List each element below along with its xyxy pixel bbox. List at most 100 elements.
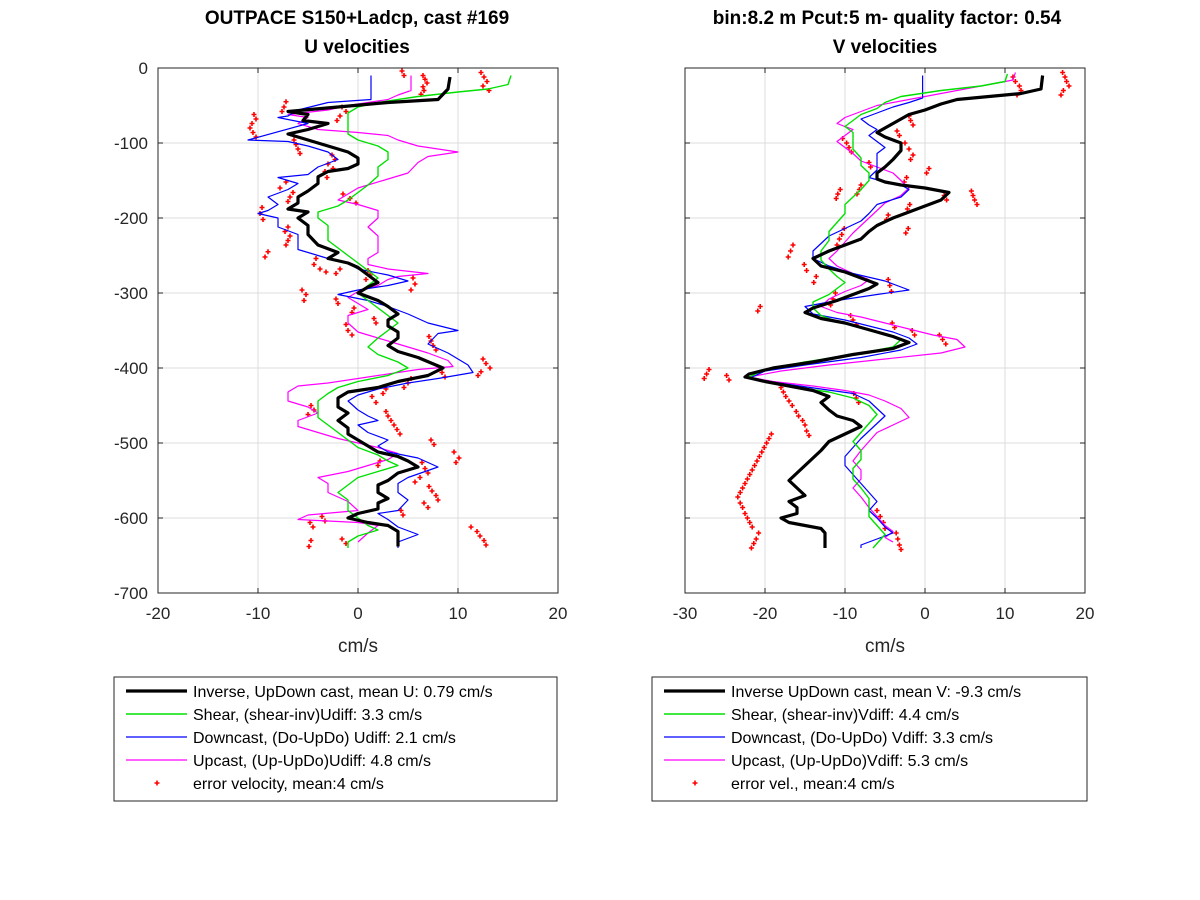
v-legend-label: Shear, (shear-inv)Vdiff: 4.4 cm/s (731, 707, 959, 724)
u-x-tick-label: 0 (353, 604, 362, 623)
u-error-velocity-point (339, 536, 345, 542)
v-error-velocity-point (757, 304, 763, 309)
v-error-velocity-point (893, 530, 899, 536)
v-error-velocity-point (888, 289, 894, 294)
u-error-velocity-point (419, 460, 425, 465)
u-error-velocity-point (401, 73, 407, 78)
v-error-velocity-point (908, 118, 914, 123)
u-error-velocity-point (301, 298, 307, 303)
u-y-tick-label: -500 (114, 434, 148, 453)
v-error-velocity-point (749, 524, 755, 530)
u-error-velocity-point (375, 463, 381, 468)
v-error-velocity-point (896, 133, 902, 138)
u-error-velocity-point (421, 500, 427, 506)
u-error-velocity-point (388, 418, 394, 423)
v-error-velocity-point (1060, 88, 1066, 93)
u-error-velocity-point (340, 191, 346, 197)
v-legend: Inverse UpDown cast, mean V: -9.3 cm/s Sh… (651, 676, 1088, 802)
u-error-velocity-point (324, 175, 330, 180)
v-error-velocity-point (887, 283, 893, 288)
u-error-velocity-point (400, 512, 406, 518)
u-error-velocity-point (412, 479, 418, 485)
v-error-velocity-point (944, 197, 950, 203)
u-error-velocity-point (422, 466, 428, 471)
v-error-velocity-point (904, 175, 910, 180)
u-error-velocity-point (285, 224, 291, 230)
v-error-velocity-point (940, 337, 946, 342)
u-error-velocity-point (373, 320, 379, 326)
u-error-velocity-point (262, 254, 268, 260)
v-error-velocity-point (780, 389, 786, 395)
v-x-tick-label: -20 (753, 604, 778, 623)
u-error-velocity-point (303, 292, 309, 297)
v-error-velocity-point (744, 476, 750, 482)
v-error-velocity-point (783, 394, 789, 399)
u-series (247, 68, 512, 549)
u-error-velocity-point (333, 296, 339, 302)
v-x-tick-label: -30 (673, 604, 698, 623)
v-error-velocity-point (1064, 79, 1070, 84)
v-error-velocity-point (766, 436, 772, 441)
u-error-velocity-point (480, 83, 486, 89)
v-error-velocity-point (724, 373, 730, 378)
u-y-tick-label: -600 (114, 509, 148, 528)
u-legend-box (113, 676, 558, 802)
v-error-velocity-point (943, 341, 949, 347)
v-error-velocity-point (740, 505, 746, 510)
u-error-velocity-point (425, 505, 431, 510)
u-error-velocity-point (428, 437, 434, 443)
u-legend-marker (154, 780, 160, 786)
v-tick-labels: -30 -20 -10 0 10 20 (673, 67, 1094, 623)
v-error-velocity-point (844, 140, 850, 146)
v-velocities-panel: bin:8.2 m Pcut:5 m- quality factor: 0.54… (673, 8, 1095, 657)
u-error-velocity-point (334, 118, 340, 123)
v-error-velocity-point (761, 445, 767, 450)
u-error-velocity-point (478, 369, 484, 375)
u-error-velocity-point (424, 80, 430, 86)
u-error-velocity-point (420, 73, 426, 78)
v-error-velocity-point (759, 449, 765, 455)
v-error-velocity-point (756, 530, 762, 536)
u-error-velocity-point (349, 332, 355, 338)
u-error-velocity-point (474, 529, 480, 534)
u-error-velocity-point (422, 76, 428, 82)
v-error-velocity-point (885, 277, 891, 282)
u-series-line-0 (286, 76, 452, 547)
u-error-velocity-point (251, 112, 257, 117)
u-y-tick-label: -400 (114, 359, 148, 378)
v-error-velocity-point (737, 500, 743, 506)
u-error-velocity-point (290, 190, 296, 195)
u-error-velocity-point (345, 328, 351, 333)
u-error-velocity-point (259, 205, 265, 210)
v-series-line-0 (743, 75, 1045, 548)
v-error-velocity-point (701, 376, 707, 381)
u-error-velocity-point (253, 116, 259, 122)
v-error-velocity-point (742, 511, 748, 516)
v-error-velocity-point (833, 196, 839, 201)
v-error-velocity-point (903, 230, 909, 236)
u-x-tick-label: 20 (549, 604, 568, 623)
v-error-velocity-point (755, 308, 761, 314)
u-error-velocity-point (247, 125, 253, 131)
v-plot-title: bin:8.2 m Pcut:5 m- quality factor: 0.54 (713, 8, 1062, 29)
v-error-velocity-point (737, 490, 743, 495)
v-error-velocity-point (877, 514, 883, 519)
u-x-axis-label: cm/s (338, 636, 378, 657)
v-error-velocity-point (874, 508, 880, 513)
u-error-velocity-point (477, 533, 483, 539)
v-error-velocity-point (789, 403, 795, 408)
u-error-velocity-point (279, 109, 285, 114)
u-error-velocity-point (333, 271, 339, 276)
u-error-velocity-point (383, 409, 389, 414)
v-series-line-1 (748, 73, 1009, 549)
u-y-tick-label: 0 (139, 59, 148, 78)
v-error-velocity-point (924, 170, 930, 176)
v-error-velocity-point (885, 212, 891, 218)
v-error-velocity-point (906, 146, 912, 152)
v-error-velocity-point (744, 515, 750, 521)
v-error-velocity-point (837, 187, 843, 192)
u-error-velocity-point (431, 442, 437, 447)
u-error-velocity-point (265, 249, 271, 255)
v-error-velocity-point (1012, 79, 1018, 84)
